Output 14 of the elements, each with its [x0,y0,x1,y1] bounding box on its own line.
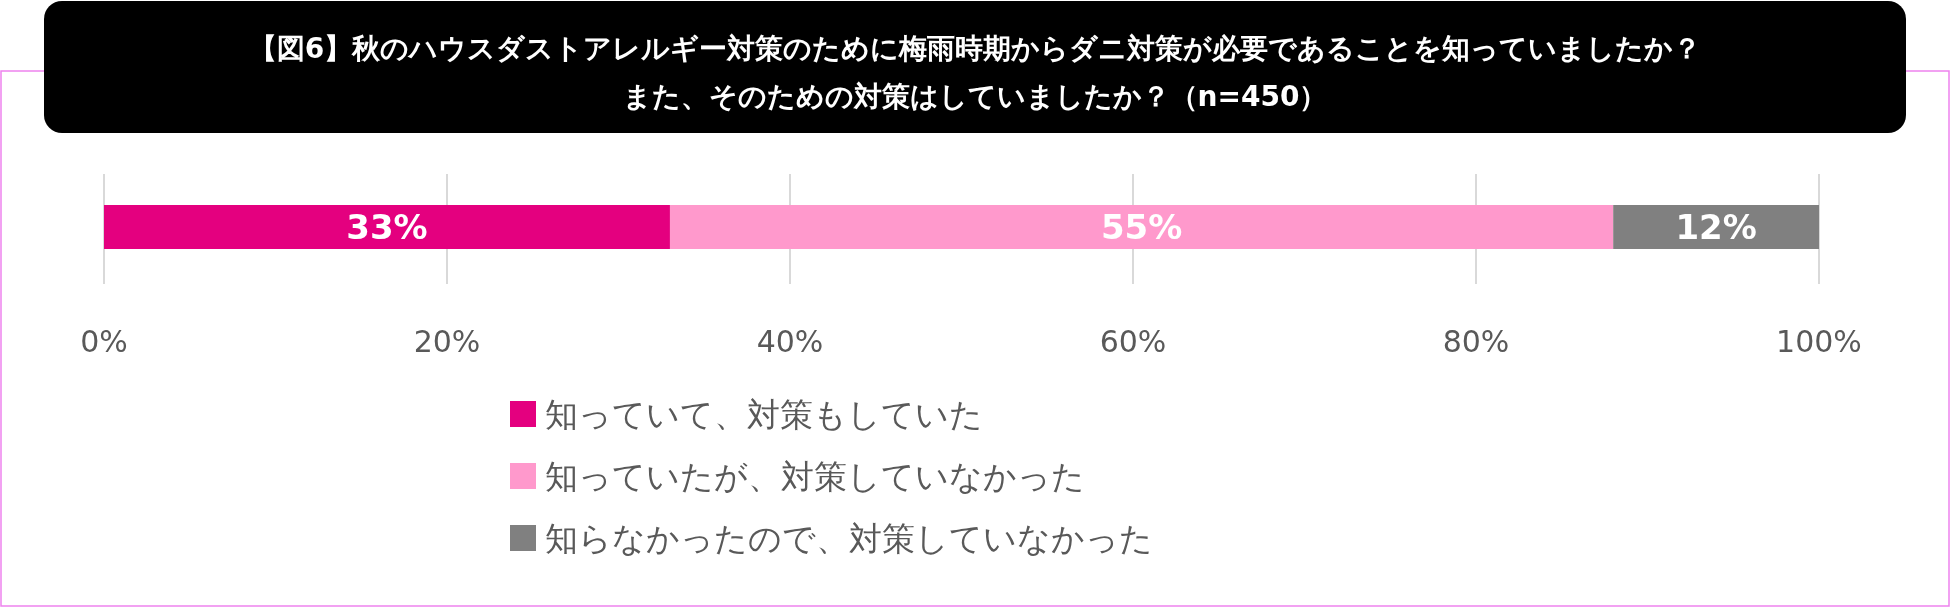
x-tick-label: 80% [1442,324,1510,359]
x-tick-label: 60% [1099,324,1167,359]
data-label: 55% [1100,207,1183,247]
x-tick-label: 100% [1776,324,1862,359]
legend-item: 知っていて、対策もしていた [510,395,983,434]
legend-item: 知らなかったので、対策していなかった [510,519,1153,558]
x-tick-label: 40% [756,324,824,359]
chart-subtitle: また、そのための対策はしていましたか？（n=450） [622,80,1328,113]
chart-title: 【図6】秋のハウスダストアレルギー対策のために梅雨時期からダニ対策が必要であることを知っていましたか？ [248,32,1702,65]
data-label: 12% [1675,207,1757,247]
x-tick-label: 20% [413,324,481,359]
data-label: 33% [346,207,428,247]
legend-item: 知っていたが、対策していなかった [510,457,1085,496]
x-tick-label: 0% [80,324,128,359]
